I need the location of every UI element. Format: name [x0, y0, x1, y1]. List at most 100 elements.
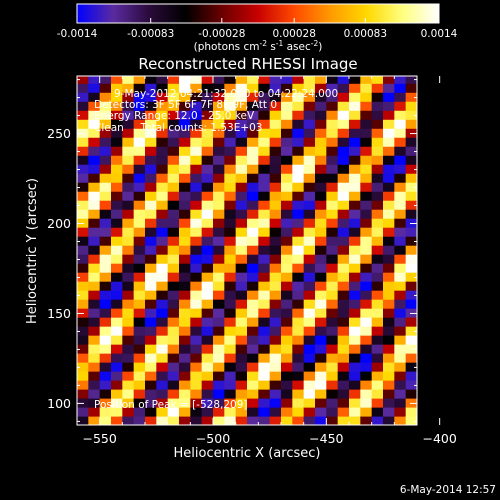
heatmap-cell — [133, 164, 146, 174]
heatmap-cell — [303, 281, 316, 291]
heatmap-cell — [235, 92, 248, 102]
heatmap-cell — [394, 371, 407, 381]
heatmap-cell — [281, 209, 293, 219]
heatmap-cell — [235, 119, 248, 129]
heatmap-cell — [201, 101, 214, 111]
heatmap-cell — [179, 164, 191, 174]
heatmap-cell — [292, 398, 305, 408]
heatmap-cell — [383, 173, 395, 183]
heatmap-cell — [201, 299, 214, 309]
heatmap-cell — [133, 173, 146, 183]
heatmap-cell — [360, 227, 373, 237]
heatmap-cell — [371, 245, 384, 255]
heatmap-cell — [383, 218, 395, 228]
heatmap-cell — [224, 290, 237, 300]
heatmap-cell — [213, 335, 225, 345]
heatmap-cell — [383, 380, 395, 390]
heatmap-cell — [371, 191, 384, 201]
heatmap-cell — [99, 263, 112, 273]
heatmap-cell — [201, 200, 214, 210]
heatmap-cell — [405, 416, 417, 425]
heatmap-cell — [224, 227, 237, 237]
heatmap-cell — [190, 398, 203, 408]
heatmap-cell — [201, 146, 214, 156]
heatmap-cell — [88, 191, 101, 201]
heatmap-cell — [383, 137, 395, 147]
heatmap-cell — [133, 155, 146, 165]
heatmap-cell — [122, 362, 135, 372]
heatmap-cell — [213, 101, 225, 111]
heatmap-cell — [145, 353, 157, 363]
heatmap-cell — [281, 227, 293, 237]
heatmap-cell — [156, 200, 169, 210]
heatmap-cell — [349, 164, 361, 174]
heatmap-cell — [167, 83, 180, 93]
heatmap-cell — [349, 110, 361, 120]
heatmap-cell — [145, 272, 157, 282]
heatmap-cell — [383, 263, 395, 273]
heatmap-cell — [292, 317, 305, 327]
heatmap-cell — [360, 416, 373, 425]
heatmap-cell — [156, 209, 169, 219]
heatmap-cell — [326, 155, 339, 165]
heatmap-cell — [213, 416, 225, 425]
heatmap-cell — [213, 209, 225, 219]
heatmap-cell — [281, 290, 293, 300]
heatmap-cell — [394, 362, 407, 372]
heatmap-cell — [167, 128, 180, 138]
heatmap-cell — [315, 299, 327, 309]
heatmap-cell — [145, 263, 157, 273]
heatmap-cell — [77, 416, 89, 425]
heatmap-cell — [303, 164, 316, 174]
heatmap-cell — [394, 389, 407, 399]
heatmap-cell — [349, 236, 361, 246]
heatmap-cell — [145, 209, 157, 219]
heatmap-cell — [247, 200, 259, 210]
heatmap-cell — [247, 308, 259, 318]
heatmap-cell — [269, 272, 282, 282]
heatmap-cell — [315, 200, 327, 210]
heatmap-cell — [122, 173, 135, 183]
heatmap-cell — [88, 137, 101, 147]
heatmap-cell — [383, 92, 395, 102]
heatmap-cell — [179, 128, 191, 138]
heatmap-cell — [99, 137, 112, 147]
heatmap-cell — [360, 254, 373, 264]
heatmap-cell — [292, 164, 305, 174]
heatmap-cell — [326, 164, 339, 174]
heatmap-cell — [405, 236, 417, 246]
heatmap-cell — [179, 263, 191, 273]
heatmap-cell — [88, 281, 101, 291]
heatmap-cell — [156, 173, 169, 183]
heatmap-cell — [190, 308, 203, 318]
heatmap-cell — [167, 299, 180, 309]
heatmap-cell — [213, 92, 225, 102]
heatmap-cell — [360, 290, 373, 300]
heatmap-cell — [99, 128, 112, 138]
heatmap-cell — [269, 263, 282, 273]
heatmap-cell — [235, 299, 248, 309]
heatmap-cell — [99, 83, 112, 93]
heatmap-cell — [224, 92, 237, 102]
heatmap-cell — [360, 182, 373, 192]
heatmap-cell — [337, 389, 350, 399]
heatmap-cell — [224, 362, 237, 372]
heatmap-cell — [99, 227, 112, 237]
heatmap-cell — [371, 110, 384, 120]
heatmap-cell — [224, 191, 237, 201]
heatmap-cell — [337, 398, 350, 408]
heatmap-cell — [405, 173, 417, 183]
heatmap-cell — [190, 218, 203, 228]
heatmap-cell — [326, 146, 339, 156]
heatmap-cell — [394, 416, 407, 425]
heatmap-cell — [190, 200, 203, 210]
heatmap-cell — [337, 110, 350, 120]
heatmap-cell — [360, 281, 373, 291]
heatmap-cell — [326, 76, 339, 84]
chart-title: Reconstructed RHESSI Image — [138, 55, 357, 73]
heatmap-cell — [133, 200, 146, 210]
heatmap-cell — [99, 146, 112, 156]
heatmap-cell — [111, 371, 123, 381]
heatmap-cell — [383, 245, 395, 255]
heatmap-cell — [179, 362, 191, 372]
